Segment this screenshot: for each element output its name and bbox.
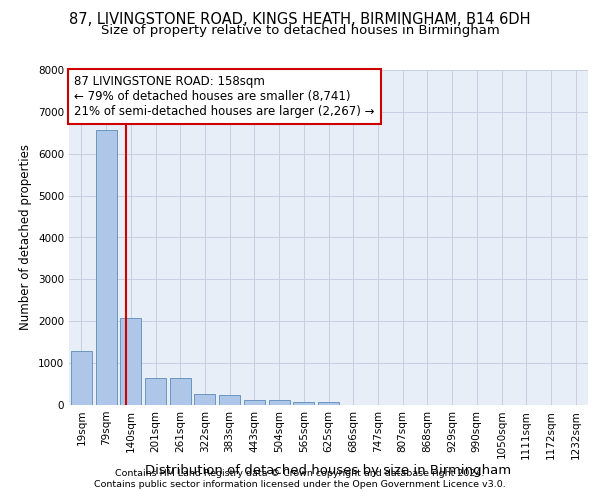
Bar xyxy=(318,402,339,405)
Bar xyxy=(120,318,141,405)
Bar xyxy=(170,378,191,405)
Bar xyxy=(71,350,92,405)
Bar xyxy=(244,400,265,405)
Text: Contains HM Land Registry data © Crown copyright and database right 2024.: Contains HM Land Registry data © Crown c… xyxy=(115,468,485,477)
Bar xyxy=(219,396,240,405)
Text: Contains public sector information licensed under the Open Government Licence v3: Contains public sector information licen… xyxy=(94,480,506,489)
Y-axis label: Number of detached properties: Number of detached properties xyxy=(19,144,32,330)
Text: 87, LIVINGSTONE ROAD, KINGS HEATH, BIRMINGHAM, B14 6DH: 87, LIVINGSTONE ROAD, KINGS HEATH, BIRMI… xyxy=(69,12,531,28)
Text: 87 LIVINGSTONE ROAD: 158sqm
← 79% of detached houses are smaller (8,741)
21% of : 87 LIVINGSTONE ROAD: 158sqm ← 79% of det… xyxy=(74,75,374,118)
X-axis label: Distribution of detached houses by size in Birmingham: Distribution of detached houses by size … xyxy=(145,464,512,477)
Bar xyxy=(293,402,314,405)
Text: Size of property relative to detached houses in Birmingham: Size of property relative to detached ho… xyxy=(101,24,499,37)
Bar xyxy=(269,400,290,405)
Bar xyxy=(194,394,215,405)
Bar xyxy=(145,378,166,405)
Bar xyxy=(95,130,116,405)
